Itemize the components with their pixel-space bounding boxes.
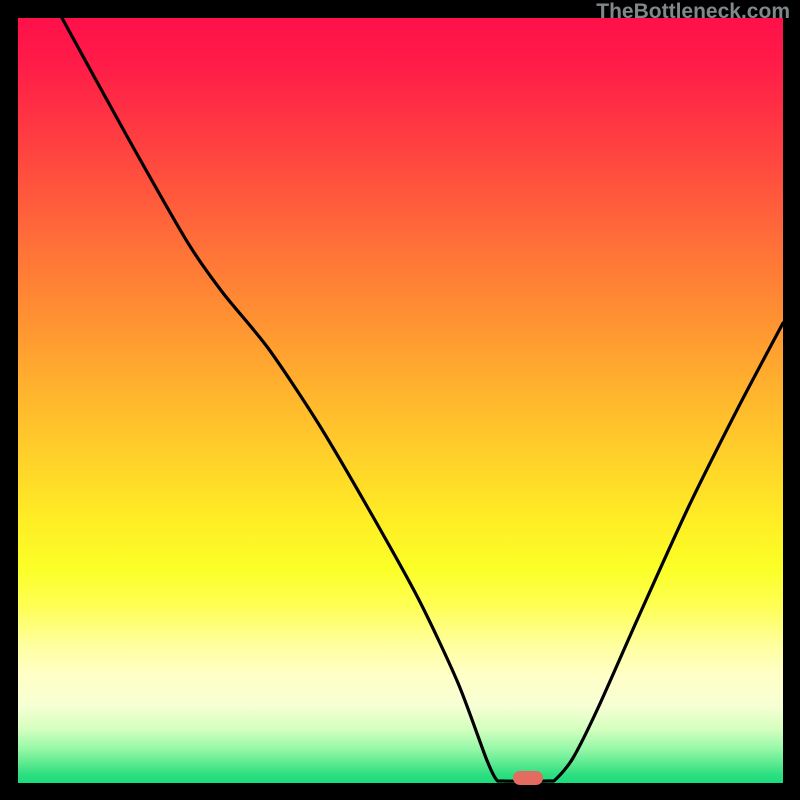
bottleneck-curve <box>62 18 783 781</box>
watermark-text: TheBottleneck.com <box>596 0 790 24</box>
curve-layer <box>18 18 783 783</box>
chart-container: TheBottleneck.com <box>0 0 800 800</box>
plot-area <box>18 18 783 783</box>
optimal-marker <box>513 771 543 785</box>
